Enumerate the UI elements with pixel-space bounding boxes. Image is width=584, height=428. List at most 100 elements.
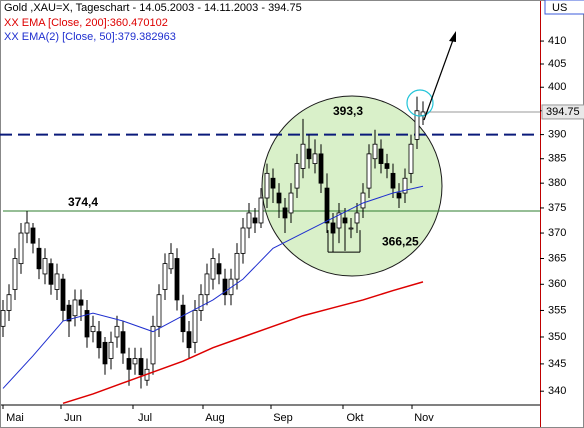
- candle-body: [120, 331, 126, 354]
- candle-body: [372, 143, 378, 160]
- annotation-label: 393,3: [333, 104, 363, 118]
- candle-body: [342, 217, 348, 224]
- y-tick-label: 410: [548, 35, 566, 47]
- candle-body: [360, 192, 366, 209]
- y-tick-label: 380: [548, 177, 566, 189]
- candle-body: [378, 148, 384, 164]
- corner-label: US: [552, 2, 567, 14]
- candle-body: [252, 217, 258, 224]
- candle-body: [96, 331, 102, 349]
- candle-body: [276, 192, 282, 204]
- last-price-box: [541, 104, 584, 120]
- candle-body: [348, 227, 354, 230]
- y-tick-label: 365: [548, 252, 566, 264]
- candle-body: [186, 331, 192, 349]
- focus-circle: [406, 89, 434, 117]
- candle-body: [240, 227, 246, 254]
- y-tick-label: 375: [548, 202, 566, 214]
- x-tick-label: Jun: [64, 412, 82, 424]
- y-tick-label: 400: [548, 81, 566, 93]
- last-price-label: 394.75: [546, 106, 580, 118]
- candle-body: [18, 232, 24, 265]
- candle-body: [288, 192, 294, 214]
- candle-body: [180, 304, 186, 333]
- candle-body: [210, 258, 216, 280]
- candle-body: [354, 212, 360, 224]
- candle-body: [36, 247, 42, 270]
- candle-body: [408, 143, 414, 174]
- candle-body: [336, 212, 342, 229]
- ema-line: [62, 281, 424, 405]
- legend-entry: XX EMA [Close, 200]:360.470102: [4, 17, 168, 29]
- y-tick-label: 370: [548, 227, 566, 239]
- y-tick-label: 360: [548, 278, 566, 290]
- y-tick-label: 340: [548, 385, 566, 397]
- arrow-shaft: [423, 39, 454, 121]
- corner-box: [544, 0, 584, 15]
- candle-body: [114, 325, 120, 338]
- candle-body: [150, 325, 156, 365]
- candle-body: [162, 263, 168, 290]
- candle-body: [282, 207, 288, 219]
- candle-body: [66, 304, 72, 322]
- y-tick-label: 390: [548, 128, 566, 140]
- candle-body: [366, 153, 372, 189]
- candle-body: [384, 163, 390, 169]
- legend-entry: XX EMA(2) [Close, 50]:379.382963: [4, 31, 176, 43]
- x-tick-label: Aug: [205, 412, 225, 424]
- candle-body: [90, 325, 96, 333]
- candle-body: [204, 273, 210, 296]
- candle-body: [330, 222, 336, 234]
- y-tick-label: 405: [548, 58, 566, 70]
- candle-body: [6, 294, 12, 311]
- candle-body: [72, 299, 78, 317]
- candle-body: [402, 177, 408, 194]
- candle-body: [192, 310, 198, 343]
- candle-body: [318, 153, 324, 184]
- candle-body: [234, 252, 240, 280]
- annotation-label: 374,4: [68, 195, 98, 209]
- candle-body: [306, 148, 312, 160]
- candle-body: [138, 358, 144, 376]
- y-tick-label: 385: [548, 153, 566, 165]
- candle-body: [324, 187, 330, 224]
- candle-body: [108, 341, 114, 359]
- candle-body: [12, 258, 18, 290]
- y-tick-label: 345: [548, 358, 566, 370]
- candle-body: [390, 172, 396, 189]
- candle-body: [102, 341, 108, 365]
- candle-body: [300, 143, 306, 169]
- x-tick-label: Nov: [414, 412, 434, 424]
- x-tick-label: Okt: [346, 412, 363, 424]
- candle-body: [78, 299, 84, 306]
- candle-body: [24, 222, 30, 234]
- candle-body: [264, 172, 270, 199]
- candle-body: [0, 310, 6, 327]
- candle-body: [60, 278, 66, 311]
- candle-body: [216, 263, 222, 275]
- candle-body: [222, 278, 228, 296]
- ema-line: [2, 185, 424, 389]
- chart-title: Gold ,XAU=X, Tageschart - 14.05.2003 - 1…: [4, 2, 302, 14]
- candle-body: [132, 358, 138, 365]
- candle-body: [48, 263, 54, 285]
- candle-body: [54, 273, 60, 290]
- y-tick-label: 355: [548, 304, 566, 316]
- x-tick-label: Jul: [138, 412, 152, 424]
- candle-body: [414, 110, 420, 140]
- candle-body: [174, 258, 180, 301]
- candle-body: [312, 153, 318, 164]
- x-tick-label: Sep: [273, 412, 293, 424]
- candle-body: [42, 258, 48, 275]
- candle-body: [126, 358, 132, 370]
- candle-body: [396, 192, 402, 199]
- candle-body: [294, 163, 300, 189]
- candle-body: [258, 197, 264, 224]
- x-tick-label: Mai: [6, 412, 24, 424]
- candle-body: [246, 212, 252, 229]
- y-tick-label: 350: [548, 331, 566, 343]
- candle-body: [168, 252, 174, 270]
- arrow-head: [449, 31, 456, 42]
- annotation-label: 366,25: [382, 234, 419, 248]
